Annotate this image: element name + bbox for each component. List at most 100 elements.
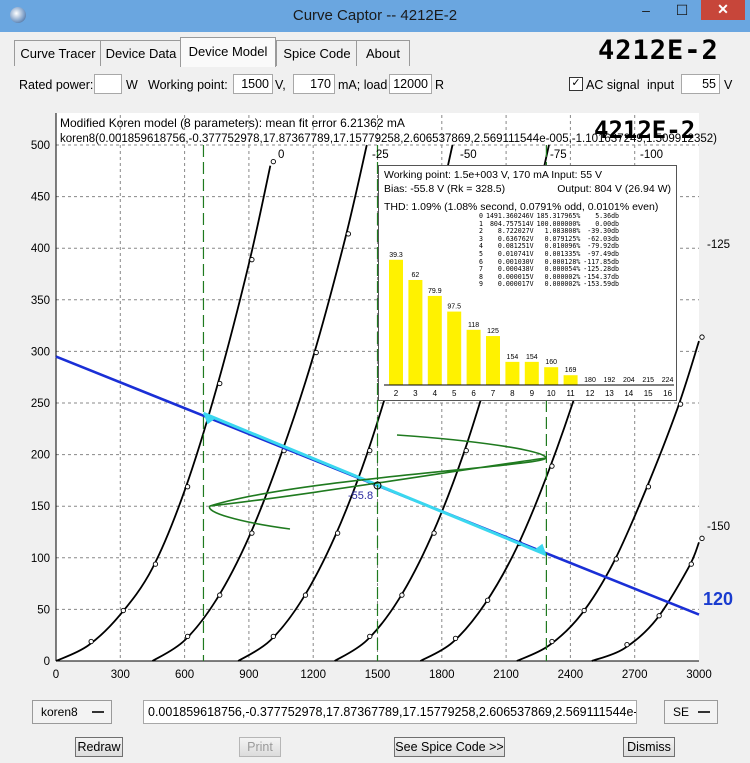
harmonic-bar (389, 259, 403, 385)
rated-power-label: Rated power: (19, 78, 94, 92)
harmonic-number-label: 10 (547, 389, 556, 398)
data-point (334, 530, 341, 536)
y-tick-label: 150 (31, 501, 50, 513)
harmonic-bar (466, 329, 481, 385)
print-button[interactable]: Print (239, 737, 281, 757)
harmonic-db-label: 192 (604, 377, 616, 384)
harmonic-number-label: 13 (605, 389, 614, 398)
harmonic-cell: 0.000017V (497, 280, 534, 289)
tab-about[interactable]: About (356, 40, 410, 66)
harmonic-number-label: 15 (644, 389, 653, 398)
data-point (217, 592, 223, 598)
harmonic-row: 4 0.081251V 0.010096% -79.92db (476, 243, 619, 251)
data-point (399, 592, 405, 598)
harmonic-db-label: 215 (642, 377, 654, 384)
y-tick-label: 100 (31, 553, 50, 565)
harmonic-cell: -153.59db (583, 280, 620, 289)
model-select[interactable]: koren8 (32, 700, 112, 724)
x-tick-label: 1500 (365, 669, 391, 681)
harmonic-db-label: 125 (487, 328, 499, 335)
data-point (184, 484, 191, 490)
harmonic-row: 1 804.757514V 100.000000% 0.00db (476, 220, 619, 229)
tab-device-data[interactable]: Device Data (100, 40, 182, 66)
window-title: Curve Captor -- 4212E-2 (292, 7, 458, 24)
tab-device-model[interactable]: Device Model (180, 37, 276, 67)
data-point (431, 530, 437, 536)
data-point (656, 613, 662, 619)
harmonic-number-label: 16 (663, 389, 672, 398)
current-input[interactable]: 170 (293, 74, 335, 94)
parameter-row: Rated power: W Working point: 1500 V, 17… (0, 72, 750, 98)
harmonic-bar (408, 279, 423, 385)
see-spice-code-button[interactable]: See Spice Code >> (394, 737, 505, 757)
harmonic-number-label: 4 (433, 389, 438, 398)
amp-type-select[interactable]: SE (664, 700, 718, 724)
harmonic-cell: 9 (479, 280, 483, 289)
harmonic-cell: 4 (479, 242, 483, 251)
data-point (624, 641, 630, 648)
model-params-text: koren8(0.001859618756,-0.377752978,17.87… (60, 133, 717, 145)
harmonic-cell: 5 (479, 249, 483, 258)
harmonic-cell: -79.92db (587, 242, 620, 251)
data-point (485, 597, 491, 603)
data-point (677, 401, 684, 407)
harmonic-table: 0 1491.360246V 185.317965% 5.36db 1 804.75751… (476, 212, 620, 289)
harmonic-cell: 6 (479, 257, 483, 266)
harmonic-cell: -154.37db (583, 272, 620, 281)
harmonic-number-label: 2 (394, 389, 399, 398)
maximize-button[interactable]: ☐ (675, 2, 689, 18)
harmonic-cell: -125.28db (583, 265, 620, 274)
voltage-input[interactable]: 1500 (233, 74, 273, 94)
harmonic-number-label: 3 (413, 389, 418, 398)
dismiss-button[interactable]: Dismiss (623, 737, 675, 757)
working-point-label: Working point: (148, 78, 228, 92)
y-tick-label: 400 (31, 243, 50, 255)
input-voltage-field[interactable]: 55 (681, 74, 720, 94)
redraw-button[interactable]: Redraw (75, 737, 123, 757)
ac-signal-checkbox[interactable]: ✓ (569, 77, 583, 91)
thd-working-point: Working point: 1.5e+003 V, 170 mA Input:… (384, 169, 603, 181)
chevron-down-icon (698, 711, 710, 713)
grid-voltage-label: -75 (550, 149, 567, 161)
minimize-button[interactable]: – (642, 2, 650, 18)
data-point (313, 349, 319, 356)
ac-signal-label: AC signal (586, 78, 640, 92)
harmonic-row: 7 0.000438V 0.000054% -125.28db (476, 266, 619, 274)
harmonic-bar (505, 361, 520, 385)
rated-power-unit: W (126, 78, 138, 92)
harmonic-db-label: 118 (468, 322, 479, 329)
thd-summary: THD: 1.09% (1.08% second, 0.0791% odd, 0… (384, 201, 659, 213)
grid-voltage-label: -100 (640, 149, 663, 161)
model-select-value: koren8 (41, 705, 78, 719)
harmonic-db-label: 39.3 (389, 252, 403, 259)
load-input[interactable]: 12000 (389, 74, 432, 94)
y-tick-label: 0 (44, 656, 50, 668)
grid-voltage-label: -150 (707, 521, 730, 533)
tab-spice-code[interactable]: Spice Code (276, 40, 358, 66)
rated-power-input[interactable] (94, 74, 122, 94)
y-tick-label: 200 (31, 450, 50, 462)
y-tick-label: 300 (31, 346, 50, 358)
harmonic-db-label: 160 (545, 359, 557, 366)
close-button[interactable]: ✕ (701, 0, 745, 20)
harmonic-db-label: 169 (565, 367, 577, 374)
x-tick-label: 600 (175, 669, 194, 681)
harmonic-db-label: 79.9 (428, 288, 442, 295)
input-unit: V (724, 78, 733, 92)
harmonic-row: 9 0.000017V 0.000002% -153.59db (476, 281, 619, 289)
title-bar[interactable]: Curve Captor -- 4212E-2 – ☐ ✕ (0, 0, 750, 32)
model-params-input[interactable]: 0.001859618756,-0.377752978,17.87367789,… (143, 700, 637, 724)
y-tick-label: 250 (31, 398, 50, 410)
harmonic-db-label: 154 (507, 354, 519, 361)
x-tick-label: 300 (111, 669, 130, 681)
data-point (270, 158, 276, 165)
harmonic-cell: 0 (479, 212, 483, 220)
harmonic-cell: 0.001030V (497, 257, 534, 266)
harmonic-number-label: 9 (530, 389, 535, 398)
harmonic-db-label: 97.5 (447, 304, 461, 311)
app-icon[interactable] (10, 7, 26, 23)
plate-curve (591, 541, 700, 662)
harmonic-cell: -117.85db (583, 257, 620, 266)
harmonic-db-label: 62 (412, 272, 420, 279)
